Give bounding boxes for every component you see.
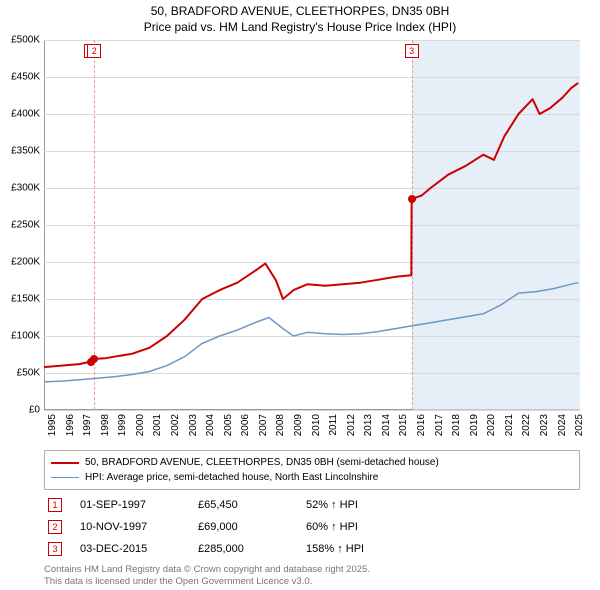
x-tick-label: 2016 <box>416 414 427 436</box>
x-tick-label: 1997 <box>82 414 93 436</box>
title-line-1: 50, BRADFORD AVENUE, CLEETHORPES, DN35 0… <box>0 4 600 20</box>
sale-index-box: 3 <box>48 542 62 556</box>
x-tick-label: 2021 <box>504 414 515 436</box>
y-tick-label: £450K <box>11 72 40 83</box>
y-tick-label: £350K <box>11 146 40 157</box>
y-tick-label: £400K <box>11 109 40 120</box>
legend-label: HPI: Average price, semi-detached house,… <box>85 470 378 485</box>
x-tick-label: 2020 <box>486 414 497 436</box>
x-tick-label: 2000 <box>135 414 146 436</box>
x-tick-label: 2003 <box>188 414 199 436</box>
x-tick-label: 2010 <box>311 414 322 436</box>
x-tick-label: 2006 <box>240 414 251 436</box>
x-tick-label: 2005 <box>223 414 234 436</box>
series-price_paid <box>44 83 578 367</box>
legend-item: 50, BRADFORD AVENUE, CLEETHORPES, DN35 0… <box>51 455 573 470</box>
legend-swatch <box>51 477 79 478</box>
x-tick-label: 2004 <box>205 414 216 436</box>
sale-price: £69,000 <box>198 521 288 533</box>
x-tick-label: 2013 <box>363 414 374 436</box>
x-tick-label: 2001 <box>152 414 163 436</box>
x-tick-label: 1996 <box>65 414 76 436</box>
chart-area: £0£50K£100K£150K£200K£250K£300K£350K£400… <box>44 40 580 410</box>
x-tick-label: 2008 <box>275 414 286 436</box>
legend-item: HPI: Average price, semi-detached house,… <box>51 470 573 485</box>
x-tick-label: 1999 <box>117 414 128 436</box>
y-tick-label: £300K <box>11 183 40 194</box>
x-tick-label: 2015 <box>398 414 409 436</box>
x-tick-label: 2011 <box>328 414 339 436</box>
sale-date: 01-SEP-1997 <box>80 499 180 511</box>
sale-pct-vs-hpi: 60% ↑ HPI <box>306 521 426 533</box>
x-tick-label: 1995 <box>47 414 58 436</box>
y-tick-label: £500K <box>11 35 40 46</box>
sales-row: 2 10-NOV-1997 £69,000 60% ↑ HPI <box>44 516 580 538</box>
legend-label: 50, BRADFORD AVENUE, CLEETHORPES, DN35 0… <box>85 455 439 470</box>
sales-row: 1 01-SEP-1997 £65,450 52% ↑ HPI <box>44 494 580 516</box>
title-line-2: Price paid vs. HM Land Registry's House … <box>0 20 600 36</box>
sale-index-box: 1 <box>48 498 62 512</box>
sale-price: £285,000 <box>198 543 288 555</box>
y-tick-label: £0 <box>29 405 40 416</box>
sales-table: 1 01-SEP-1997 £65,450 52% ↑ HPI 2 10-NOV-1997… <box>44 494 580 560</box>
chart-title: 50, BRADFORD AVENUE, CLEETHORPES, DN35 0… <box>0 0 600 35</box>
series-svg <box>44 40 580 410</box>
x-tick-label: 2009 <box>293 414 304 436</box>
x-tick-label: 2007 <box>258 414 269 436</box>
y-tick-label: £150K <box>11 294 40 305</box>
x-tick-label: 2012 <box>346 414 357 436</box>
y-tick-label: £100K <box>11 331 40 342</box>
x-tick-label: 2019 <box>469 414 480 436</box>
sale-price: £65,450 <box>198 499 288 511</box>
x-tick-label: 1998 <box>100 414 111 436</box>
legend: 50, BRADFORD AVENUE, CLEETHORPES, DN35 0… <box>44 450 580 490</box>
x-tick-label: 2014 <box>381 414 392 436</box>
x-tick-label: 2022 <box>521 414 532 436</box>
footer-line-1: Contains HM Land Registry data © Crown c… <box>44 564 580 576</box>
legend-swatch <box>51 462 79 464</box>
sale-dot <box>90 355 98 363</box>
sale-dot <box>408 195 416 203</box>
sale-pct-vs-hpi: 52% ↑ HPI <box>306 499 426 511</box>
y-tick-label: £200K <box>11 257 40 268</box>
x-tick-label: 2025 <box>574 414 585 436</box>
y-tick-label: £50K <box>17 368 40 379</box>
x-tick-label: 2018 <box>451 414 462 436</box>
plot-area: £0£50K£100K£150K£200K£250K£300K£350K£400… <box>44 40 580 410</box>
attribution-footer: Contains HM Land Registry data © Crown c… <box>44 564 580 588</box>
x-tick-label: 2017 <box>434 414 445 436</box>
gridline <box>44 410 580 411</box>
sales-row: 3 03-DEC-2015 £285,000 158% ↑ HPI <box>44 538 580 560</box>
sale-index-box: 2 <box>48 520 62 534</box>
series-hpi <box>44 283 578 382</box>
footer-line-2: This data is licensed under the Open Gov… <box>44 576 580 588</box>
sale-date: 10-NOV-1997 <box>80 521 180 533</box>
x-tick-label: 2024 <box>557 414 568 436</box>
x-tick-label: 2002 <box>170 414 181 436</box>
sale-date: 03-DEC-2015 <box>80 543 180 555</box>
x-tick-label: 2023 <box>539 414 550 436</box>
y-tick-label: £250K <box>11 220 40 231</box>
sale-pct-vs-hpi: 158% ↑ HPI <box>306 543 426 555</box>
